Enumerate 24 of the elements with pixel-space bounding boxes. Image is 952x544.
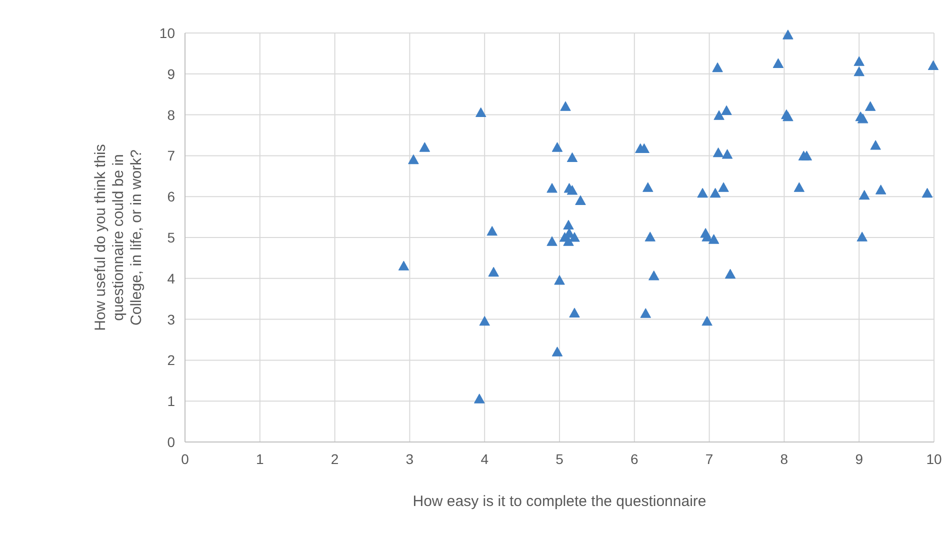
y-tick-label: 1 bbox=[167, 393, 176, 410]
y-tick-label: 8 bbox=[167, 106, 176, 123]
x-tick-label: 2 bbox=[330, 451, 339, 467]
x-tick-label: 5 bbox=[556, 451, 564, 467]
x-tick-label: 8 bbox=[780, 451, 788, 467]
y-tick-label: 2 bbox=[167, 352, 176, 368]
x-tick-label: 10 bbox=[926, 451, 942, 467]
x-tick-label: 3 bbox=[406, 451, 414, 467]
x-tick-label: 6 bbox=[630, 451, 638, 467]
y-tick-label: 9 bbox=[167, 66, 176, 82]
y-tick-label: 3 bbox=[167, 311, 176, 328]
x-axis-title: How easy is it to complete the questionnaire bbox=[412, 493, 706, 510]
x-tick-label: 9 bbox=[855, 451, 864, 467]
y-tick-label: 5 bbox=[167, 230, 176, 246]
y-tick-label: 10 bbox=[159, 25, 176, 41]
x-tick-label: 7 bbox=[705, 451, 714, 467]
y-tick-label: 4 bbox=[167, 270, 176, 286]
y-tick-label: 6 bbox=[167, 188, 176, 205]
x-tick-label: 0 bbox=[181, 451, 190, 467]
x-tick-label: 4 bbox=[480, 451, 489, 467]
y-tick-label: 7 bbox=[167, 148, 176, 164]
y-axis-title: How useful do you think this questionnaire could be in College, in life, or in work? bbox=[92, 144, 145, 331]
y-tick-label: 0 bbox=[167, 434, 176, 450]
x-tick-label: 1 bbox=[256, 451, 264, 467]
